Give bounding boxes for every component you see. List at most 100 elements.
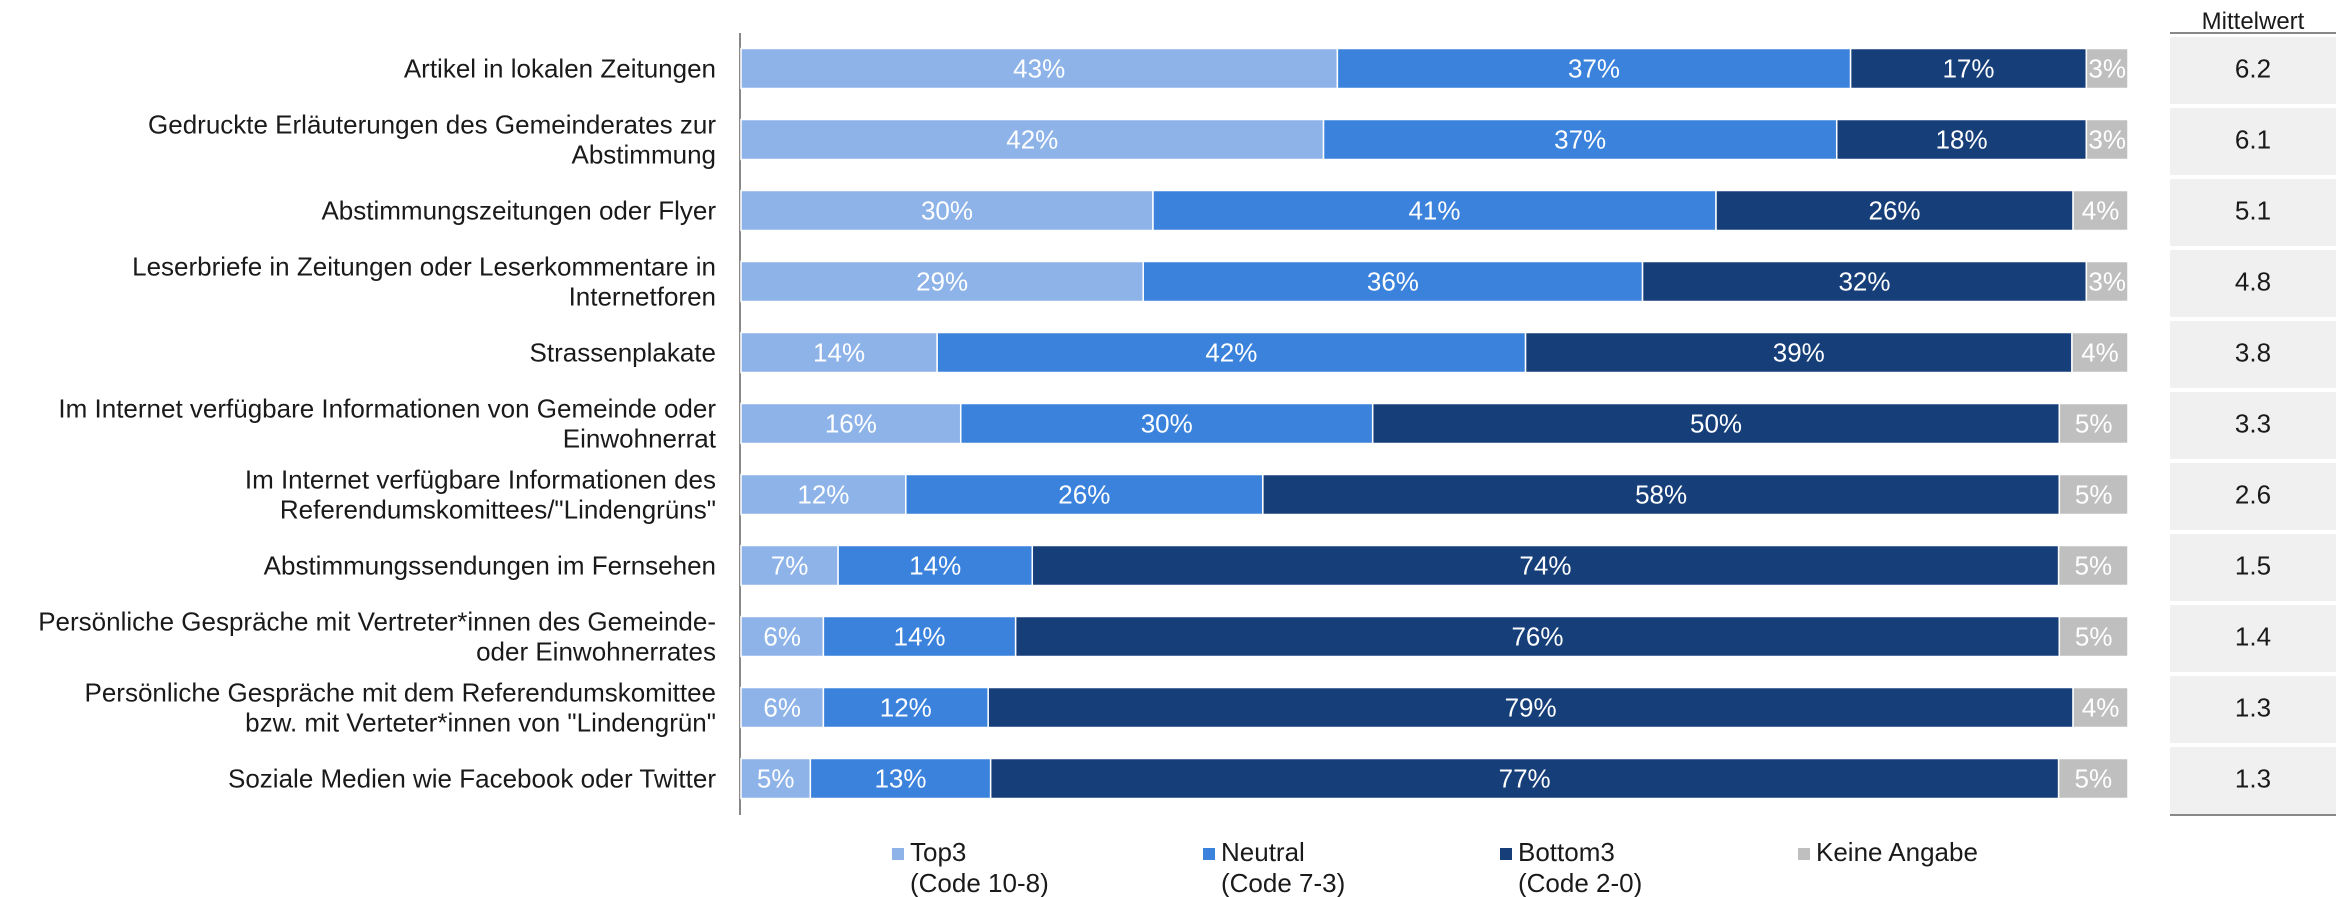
legend-code: (Code 7-3)	[1221, 868, 1345, 897]
mean-value: 2.6	[2235, 480, 2271, 510]
mean-value: 5.1	[2235, 196, 2271, 226]
bar-segment	[740, 47, 1339, 90]
mean-value: 4.8	[2235, 267, 2271, 297]
legend-code: (Code 10-8)	[910, 868, 1049, 897]
data-label: 6%	[763, 693, 801, 723]
data-label: 32%	[1838, 267, 1890, 297]
bar-segment	[1322, 118, 1838, 161]
bar-segment	[1524, 331, 2073, 374]
legend-label: Bottom3	[1518, 837, 1615, 867]
data-label: 29%	[916, 267, 968, 297]
bar-segment	[740, 473, 907, 516]
legend-label: Keine Angabe	[1816, 837, 1978, 867]
data-label: 4%	[2081, 338, 2119, 368]
data-label: 7%	[771, 551, 809, 581]
data-label: 16%	[825, 409, 877, 439]
data-label: 5%	[2075, 622, 2113, 652]
data-label: 3%	[2088, 267, 2126, 297]
category-label: Strassenplakate	[530, 338, 716, 368]
bar-segment	[1715, 189, 2074, 232]
data-label: 37%	[1568, 54, 1620, 84]
category-label: Soziale Medien wie Facebook oder Twitter	[228, 764, 716, 794]
data-label: 4%	[2082, 196, 2120, 226]
data-label: 76%	[1511, 622, 1563, 652]
bar-segment	[959, 402, 1374, 445]
mean-header: Mittelwert	[2202, 8, 2305, 35]
mean-column-background	[2170, 37, 2336, 814]
legend-label: Neutral	[1221, 837, 1305, 867]
bar-segment	[905, 473, 1264, 516]
bar-segment	[1371, 402, 2061, 445]
category-label: Im Internet verfügbare Informationen von…	[58, 394, 716, 454]
category-label: Persönliche Gespräche mit dem Referendum…	[84, 678, 716, 738]
data-label: 79%	[1505, 693, 1557, 723]
category-label: Gedruckte Erläuterungen des Gemeinderate…	[148, 110, 716, 170]
data-label: 77%	[1499, 764, 1551, 794]
bar-segment	[2058, 473, 2129, 516]
legend: Top3(Code 10-8) Neutral(Code 7-3) Bottom3(…	[892, 837, 1978, 897]
legend-label: Top3	[910, 837, 966, 867]
data-label: 74%	[1519, 551, 1571, 581]
data-label: 18%	[1936, 125, 1988, 155]
mean-value: 1.3	[2235, 764, 2271, 794]
mean-value: 6.1	[2235, 125, 2271, 155]
data-label: 14%	[813, 338, 865, 368]
data-label: 5%	[2075, 551, 2113, 581]
bar-segment	[987, 686, 2074, 729]
bar-segment	[740, 189, 1154, 232]
bar-segment	[2058, 615, 2129, 658]
bar-segment	[740, 331, 938, 374]
data-label: 14%	[894, 622, 946, 652]
bar-segment	[2057, 757, 2129, 800]
bar-segment	[1835, 118, 2088, 161]
bar-segment	[2072, 686, 2129, 729]
data-label: 17%	[1942, 54, 1994, 84]
category-label: Persönliche Gespräche mit Vertreter*inne…	[38, 607, 716, 667]
category-label: Abstimmungssendungen im Fernsehen	[264, 551, 716, 581]
data-label: 41%	[1408, 196, 1460, 226]
mean-value: 1.4	[2235, 622, 2271, 652]
mean-cell	[2170, 321, 2336, 388]
data-label: 30%	[921, 196, 973, 226]
bar-segment	[740, 544, 839, 587]
bar-segment	[2072, 189, 2129, 232]
data-label: 5%	[2075, 409, 2113, 439]
data-label: 12%	[880, 693, 932, 723]
bar-segment	[1849, 47, 2088, 90]
mean-value: 3.8	[2235, 338, 2271, 368]
bar-segment	[2071, 331, 2129, 374]
mean-cell	[2170, 605, 2336, 672]
category-label: Artikel in lokalen Zeitungen	[404, 54, 716, 84]
bar-segment	[2058, 402, 2129, 445]
data-label: 42%	[1006, 125, 1058, 155]
bar-segment	[2057, 544, 2129, 587]
data-label: 58%	[1635, 480, 1687, 510]
bar-segment	[740, 686, 825, 729]
data-label: 5%	[2075, 764, 2113, 794]
data-label: 26%	[1058, 480, 1110, 510]
data-label: 14%	[909, 551, 961, 581]
legend-swatch	[892, 848, 904, 860]
data-label: 4%	[2082, 693, 2120, 723]
bar-segment	[740, 260, 1144, 303]
bar-segment	[1262, 473, 2061, 516]
bar-segment	[1152, 189, 1717, 232]
bars: 43% 37% 17% 3% 42% 37% 18% 3% 30% 41% 26% 4% 29% 36% 3…	[740, 47, 2129, 800]
data-label: 39%	[1773, 338, 1825, 368]
legend-swatch	[1500, 848, 1512, 860]
bar-segment	[822, 615, 1017, 658]
bar-segment	[1031, 544, 2060, 587]
bar-segment	[2085, 260, 2129, 303]
category-label: Im Internet verfügbare Informationen des…	[245, 465, 716, 525]
data-label: 30%	[1141, 409, 1193, 439]
bar-segment	[2085, 118, 2129, 161]
mean-cell	[2170, 108, 2336, 175]
bar-segment	[1336, 47, 1852, 90]
bar-segment	[989, 757, 2060, 800]
mean-cell	[2170, 37, 2336, 104]
mean-value: 3.3	[2235, 409, 2271, 439]
mean-value: 1.5	[2235, 551, 2271, 581]
bar-segment	[740, 757, 812, 800]
legend-code: (Code 2-0)	[1518, 868, 1642, 897]
